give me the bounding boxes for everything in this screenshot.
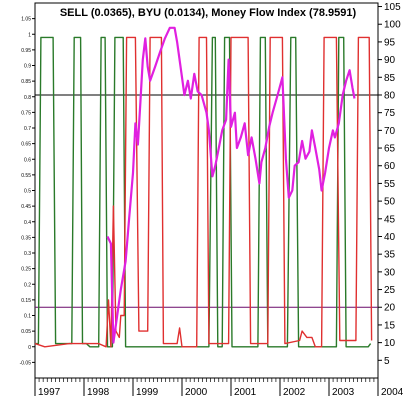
- left-axis: 1.05 1 0.95 0.9 0.85 0.8 0.75 0.7 0.65 0.6 0.55 0.5…: [20, 17, 35, 366]
- right-tick-label: 95: [384, 37, 396, 48]
- right-tick-label: 65: [384, 144, 396, 155]
- right-tick-label: 105: [384, 2, 401, 13]
- left-tick-label: 0: [28, 345, 31, 351]
- right-tick-label: 20: [384, 303, 396, 314]
- magenta-series-line: [106, 26, 356, 344]
- left-tick-label: -0.05: [20, 360, 32, 366]
- left-tick-label: 0.05: [21, 329, 31, 335]
- right-tick-label: 80: [384, 90, 396, 101]
- x-tick-label: 1997: [38, 387, 61, 398]
- right-tick-label: 90: [384, 55, 396, 66]
- left-tick-label: 0.4: [24, 220, 31, 226]
- chart-title: SELL (0.0365), BYU (0.0134), Money Flow …: [60, 7, 357, 19]
- right-tick-label: 30: [384, 267, 396, 278]
- left-tick-label: 0.25: [21, 267, 31, 273]
- x-tick-label: 2004: [381, 387, 404, 398]
- left-tick-label: 0.15: [21, 298, 31, 304]
- left-tick-label: 0.95: [21, 48, 31, 54]
- left-tick-label: 1.05: [21, 17, 31, 23]
- x-tick-label: 1999: [136, 387, 159, 398]
- left-tick-label: 0.8: [24, 95, 31, 101]
- left-tick-label: 0.85: [21, 79, 31, 85]
- x-tick-label: 1998: [87, 387, 110, 398]
- left-tick-label: 0.55: [21, 173, 31, 179]
- right-tick-label: 85: [384, 73, 396, 84]
- left-tick-label: 0.1: [24, 314, 31, 320]
- right-tick-label: 35: [384, 250, 396, 261]
- left-tick-label: 0.3: [24, 251, 31, 257]
- right-tick-label: 55: [384, 179, 396, 190]
- x-tick-label: 2002: [283, 387, 306, 398]
- right-tick-label: 15: [384, 320, 396, 331]
- green-series-line: [35, 36, 372, 348]
- right-tick-label: 50: [384, 197, 396, 208]
- x-tick-label: 2001: [234, 387, 257, 398]
- right-tick-label: 5: [384, 356, 390, 367]
- right-tick-label: 45: [384, 214, 396, 225]
- red-series-line: [34, 36, 373, 348]
- x-tick-label: 2003: [332, 387, 355, 398]
- left-tick-label: 0.5: [24, 189, 31, 195]
- right-tick-label: 70: [384, 126, 396, 137]
- left-tick-label: 1: [28, 32, 31, 38]
- right-tick-label: 40: [384, 232, 396, 243]
- left-tick-label: 0.2: [24, 282, 31, 288]
- right-axis: 1051009590858075706560555045403530252015…: [378, 2, 401, 367]
- left-tick-label: 0.6: [24, 157, 31, 163]
- right-tick-label: 60: [384, 161, 396, 172]
- left-tick-label: 0.75: [21, 110, 31, 116]
- right-tick-label: 10: [384, 338, 396, 349]
- series-layer: [34, 26, 373, 348]
- right-tick-label: 75: [384, 108, 396, 119]
- right-tick-label: 25: [384, 285, 396, 296]
- x-axis: 1997 1998 1999 2000 2001 2002 2003 2004: [34, 378, 404, 398]
- left-tick-label: 0.7: [24, 126, 31, 132]
- left-tick-label: 0.35: [21, 235, 31, 241]
- left-tick-label: 0.65: [21, 142, 31, 148]
- left-tick-label: 0.45: [21, 204, 31, 210]
- right-tick-label: 100: [384, 20, 401, 31]
- x-tick-label: 2000: [185, 387, 208, 398]
- left-tick-label: 0.9: [24, 64, 31, 70]
